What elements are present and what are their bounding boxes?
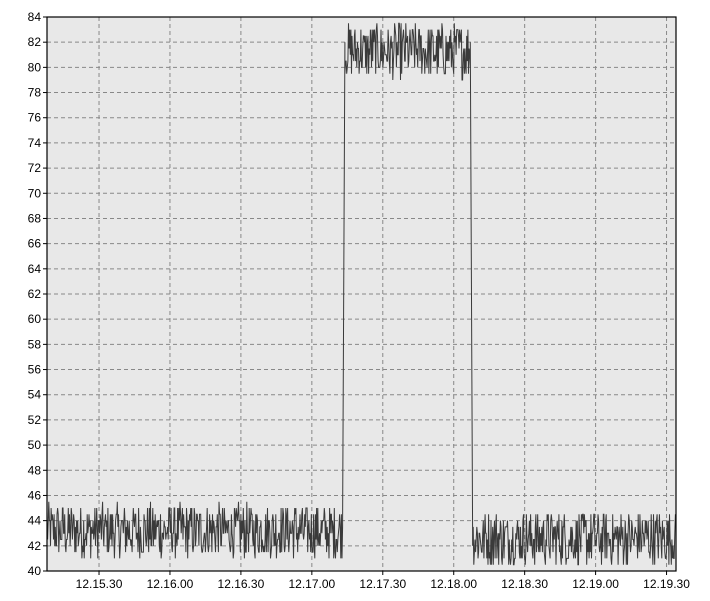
y-tick-label-68: 68 — [28, 211, 42, 225]
x-tick-label-12.16.00: 12.16.00 — [147, 577, 194, 591]
x-tick-label-12.18.30: 12.18.30 — [501, 577, 548, 591]
x-tick-label-12.15.30: 12.15.30 — [76, 577, 123, 591]
y-tick-label-60: 60 — [28, 312, 42, 326]
x-tick-label-12.17.00: 12.17.00 — [288, 577, 335, 591]
y-tick-label-44: 44 — [28, 514, 42, 528]
y-tick-label-74: 74 — [28, 136, 42, 150]
y-tick-label-48: 48 — [28, 463, 42, 477]
grid-lines — [47, 17, 676, 571]
y-tick-label-46: 46 — [28, 488, 42, 502]
x-tick-label-12.16.30: 12.16.30 — [218, 577, 265, 591]
y-tick-label-78: 78 — [28, 86, 42, 100]
x-tick-label-12.19.00: 12.19.00 — [572, 577, 619, 591]
series-line-0 — [46, 22, 677, 566]
y-tick-label-66: 66 — [28, 237, 42, 251]
plot-area — [47, 17, 676, 571]
y-tick-label-40: 40 — [28, 564, 42, 578]
y-tick-label-56: 56 — [28, 363, 42, 377]
y-tick-label-80: 80 — [28, 60, 42, 74]
x-tick-label-12.18.00: 12.18.00 — [430, 577, 477, 591]
y-tick-label-70: 70 — [28, 186, 42, 200]
y-tick-label-84: 84 — [28, 10, 42, 24]
y-tick-label-76: 76 — [28, 111, 42, 125]
y-axis-ticks: 40 42 44 46 48 50 52 54 56 58 60 62 64 66 68 70 72 74 76 78… — [28, 10, 47, 578]
y-tick-label-72: 72 — [28, 161, 42, 175]
x-tick-label-12.17.30: 12.17.30 — [359, 577, 406, 591]
y-tick-label-54: 54 — [28, 388, 42, 402]
y-tick-label-62: 62 — [28, 287, 42, 301]
y-tick-label-58: 58 — [28, 337, 42, 351]
y-tick-label-82: 82 — [28, 35, 42, 49]
y-tick-label-50: 50 — [28, 438, 42, 452]
y-tick-label-52: 52 — [28, 413, 42, 427]
y-tick-label-42: 42 — [28, 539, 42, 553]
y-tick-label-64: 64 — [28, 262, 42, 276]
x-tick-label-12.19.30: 12.19.30 — [643, 577, 690, 591]
x-axis-ticks: 12.15.30 12.16.00 12.16.30 12.17.00 12.17.30… — [76, 571, 690, 591]
series-layer — [46, 22, 677, 566]
